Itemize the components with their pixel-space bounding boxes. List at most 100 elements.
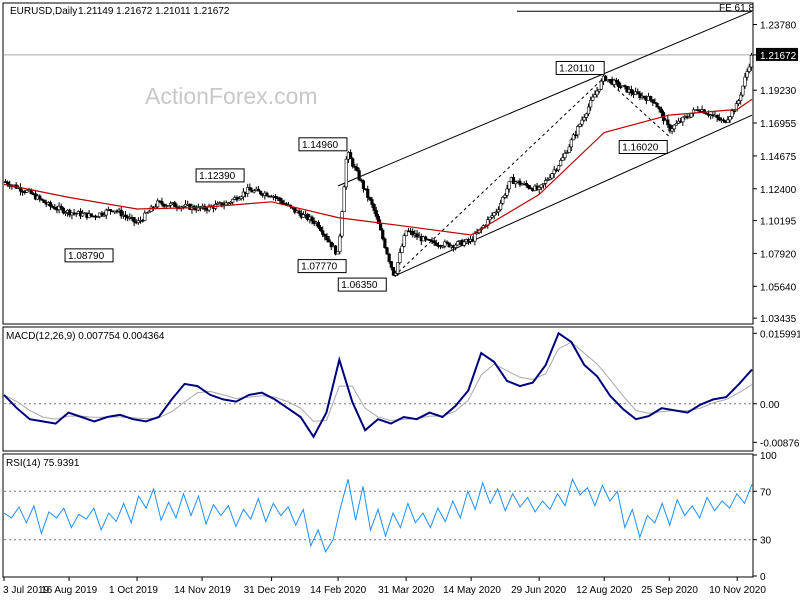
candlesticks	[3, 52, 754, 277]
candle-body	[642, 95, 646, 99]
candle-body	[25, 190, 29, 193]
candle-body	[329, 241, 333, 248]
moving-average-line	[3, 98, 753, 236]
candle-body	[717, 117, 721, 121]
candle-body	[323, 234, 327, 237]
price-annotation-box	[195, 168, 245, 183]
candle-body	[248, 187, 252, 191]
candle-body	[181, 205, 185, 208]
rsi-panel: RSI(14) 75.9391 100 70 30 0	[2, 451, 777, 583]
candle-body	[228, 201, 233, 204]
candle-body	[726, 119, 730, 123]
candle-body	[432, 240, 436, 244]
candle-body	[582, 117, 586, 121]
macd-tick-label: 0.015991	[760, 329, 800, 340]
candle-body	[552, 169, 556, 175]
candle-body	[681, 116, 685, 123]
candle-body	[340, 211, 344, 237]
candle-body	[454, 244, 458, 248]
price-panel: EURUSD,Daily 1.21149 1.21672 1.21011 1.2…	[2, 2, 798, 325]
price-tick-label: 1.19230	[760, 86, 797, 97]
macd-tick-label: 0.00	[760, 400, 780, 411]
candle-body	[207, 205, 211, 211]
candle-body	[616, 81, 621, 87]
price-annotation-box	[555, 60, 605, 75]
candle-body	[348, 152, 353, 159]
candle-body	[231, 199, 235, 203]
macd-line	[3, 331, 753, 439]
candle-body	[571, 134, 576, 141]
candle-body	[670, 128, 674, 132]
candle-body	[51, 206, 55, 208]
candle-body	[595, 90, 599, 96]
candle-body	[492, 212, 496, 217]
candle-body	[61, 207, 65, 214]
candle-body	[423, 236, 428, 240]
price-annotation-label: 1.12390	[199, 171, 236, 182]
symbol-label: EURUSD,Daily	[10, 6, 77, 17]
candle-body	[415, 233, 419, 238]
candle-body	[59, 205, 63, 209]
candle-body	[252, 190, 256, 193]
candle-body	[53, 206, 57, 210]
candle-body	[666, 119, 670, 126]
rsi-tick-label: 0	[760, 572, 766, 583]
price-annotation-label: 1.06350	[341, 280, 378, 291]
candle-body	[396, 262, 400, 274]
candle-body	[544, 180, 548, 184]
candle-body	[293, 207, 297, 213]
price-tick-label: 1.16955	[760, 119, 797, 130]
candle-body	[599, 80, 603, 90]
macd-tick-label: -0.00876	[760, 438, 800, 449]
candle-body	[565, 152, 569, 154]
candle-body	[580, 119, 584, 125]
price-annotation-box	[337, 277, 387, 292]
candle-body	[376, 216, 381, 225]
candle-body	[318, 227, 323, 231]
candle-body	[445, 241, 449, 244]
candle-body	[715, 115, 719, 118]
price-tick-label: 1.12400	[760, 185, 797, 196]
candle-body	[123, 214, 128, 217]
candle-body	[541, 183, 546, 186]
candle-body	[574, 134, 578, 137]
candle-body	[554, 169, 558, 172]
candle-body	[728, 116, 732, 121]
candle-body	[366, 188, 370, 198]
candle-body	[649, 96, 653, 100]
candle-body	[443, 241, 447, 247]
candle-body	[473, 233, 477, 242]
candle-body	[511, 177, 516, 185]
candle-body	[674, 123, 678, 126]
candle-body	[389, 261, 393, 268]
candle-body	[81, 213, 85, 217]
candle-body	[239, 196, 243, 199]
candle-body	[143, 212, 147, 221]
candle-body	[89, 213, 93, 217]
candle-body	[280, 200, 284, 204]
candle-body	[496, 209, 501, 213]
date-tick-label: 14 Nov 2019	[174, 585, 231, 596]
macd-title: MACD(12,26,9) 0.007754 0.004364	[6, 331, 165, 342]
candle-body	[501, 197, 505, 204]
candle-body	[651, 99, 655, 103]
candle-body	[6, 181, 10, 185]
current-price-label: 1.21672	[760, 51, 797, 62]
date-tick-label: 10 Nov 2020	[709, 585, 766, 596]
candle-body	[398, 252, 402, 263]
candle-body	[404, 230, 408, 236]
candle-body	[342, 186, 346, 213]
candle-body	[556, 165, 561, 171]
candle-body	[743, 76, 747, 87]
candle-body	[668, 124, 672, 132]
candle-body	[38, 195, 42, 200]
candle-body	[550, 173, 554, 179]
price-annotation-label: 1.20110	[559, 63, 595, 74]
candle-body	[741, 85, 745, 96]
candle-body	[576, 126, 580, 136]
current-price-badge	[756, 47, 798, 61]
candle-body	[428, 239, 432, 241]
candle-body	[689, 113, 693, 118]
